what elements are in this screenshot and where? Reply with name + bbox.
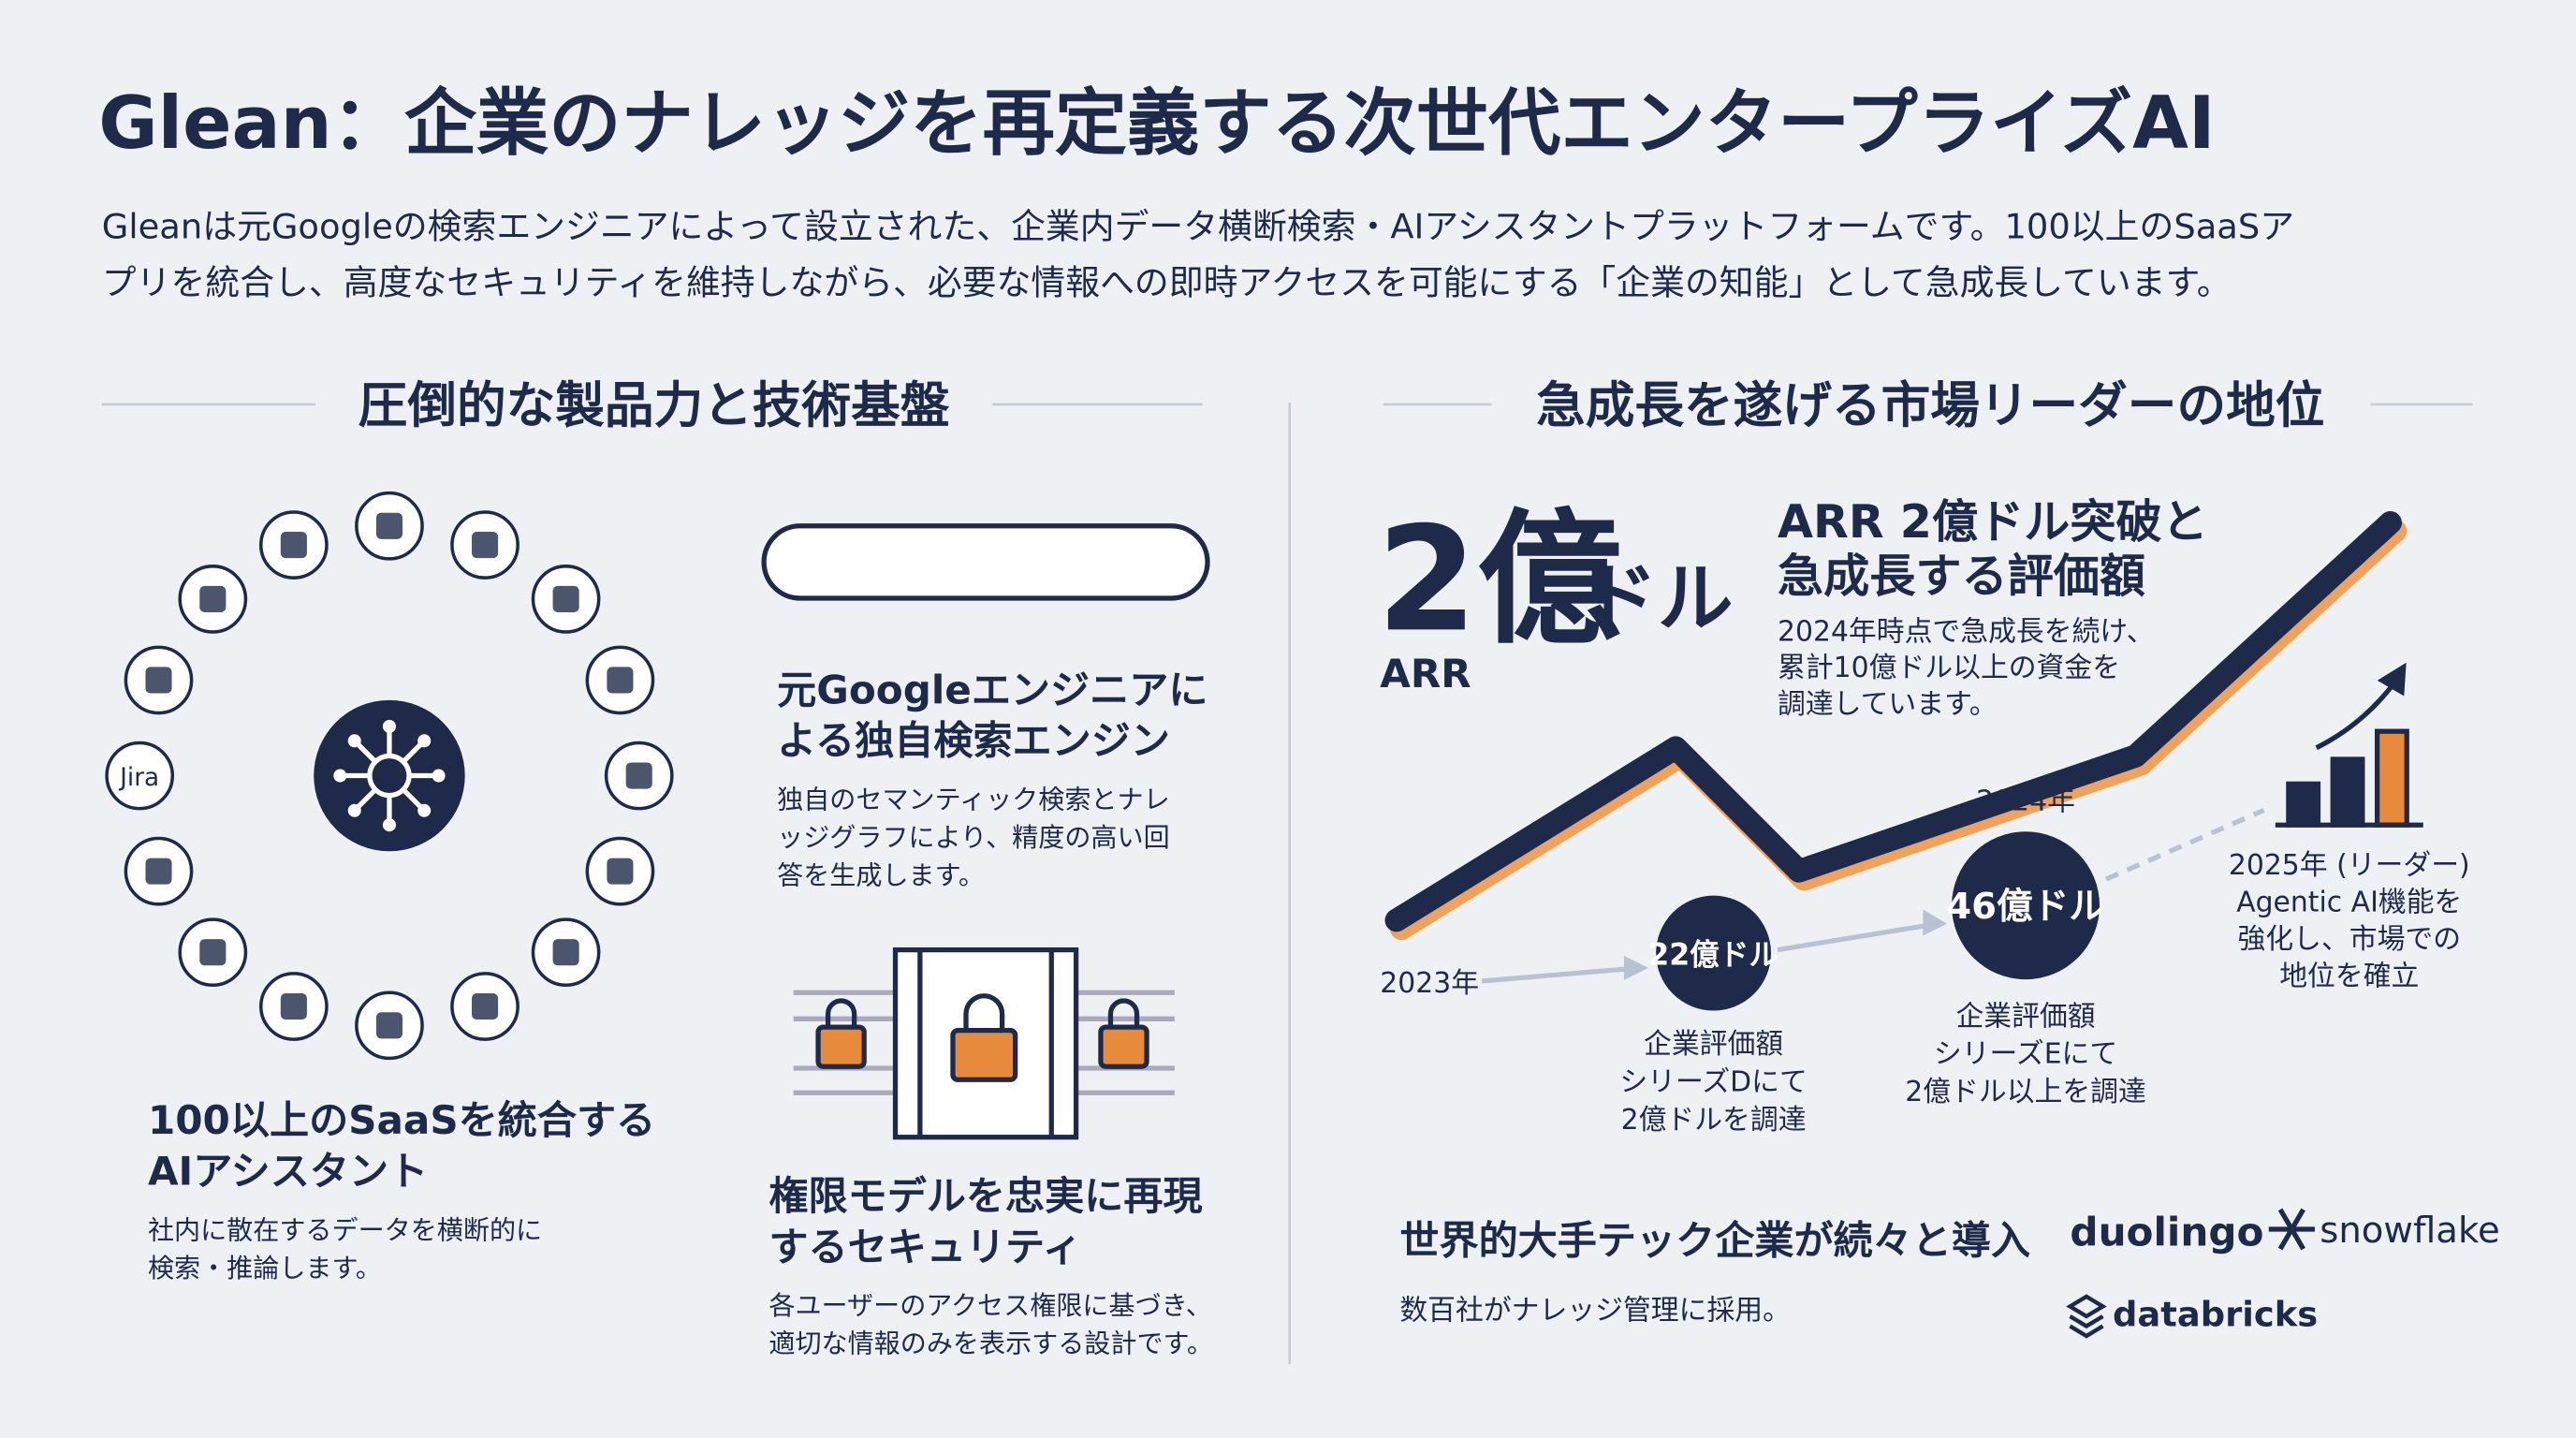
timeline-desc: シリーズDにて <box>1619 1066 1807 1099</box>
hub-dot <box>347 803 361 817</box>
growth-line <box>1384 510 2408 941</box>
hub-spoke <box>356 742 377 764</box>
hub-dot <box>382 818 396 832</box>
app-glyph <box>472 992 499 1020</box>
timeline-desc: 強化し、市場での <box>2237 923 2461 956</box>
headline-desc: 調達しています。 <box>1778 688 1998 721</box>
hub-spoke <box>401 742 423 764</box>
feature-desc: ッジグラフにより、精度の高い回 <box>777 822 1170 853</box>
hub-spoke <box>401 787 423 809</box>
feature-title: AIアシスタント <box>148 1149 428 1195</box>
feature-desc: 社内に散在するデータを横断的に <box>148 1214 542 1245</box>
app-glyph <box>552 939 579 966</box>
app-glyph <box>375 512 402 539</box>
feature-desc: 適切な情報のみを表示する設計です。 <box>768 1328 1213 1359</box>
app-glyph <box>280 992 307 1020</box>
bar-icon <box>2275 662 2423 828</box>
timeline-desc: 2億ドル以上を調達 <box>1905 1076 2146 1108</box>
feature-title: 元Googleエンジニアに <box>777 667 1208 712</box>
adoption-title: 世界的大手テック企業が続々と導入 <box>1399 1217 2030 1263</box>
app-glyph <box>607 858 634 885</box>
app-icon <box>105 741 175 811</box>
timeline-desc: 2025年 (リーダー) <box>2229 849 2470 882</box>
valuation-circle <box>1952 831 2100 980</box>
app-glyph <box>280 532 307 559</box>
timeline-desc: 2億ドルを調達 <box>1621 1104 1807 1137</box>
valuation: 46億ドル <box>1946 886 2105 928</box>
feature-desc: 各ユーザーのアクセス権限に基づき、 <box>768 1290 1211 1321</box>
title: Glean：企業のナレッジを再定義する次世代エンタープライズAI <box>98 81 2215 166</box>
timeline-desc: 企業評価額 <box>1955 1000 2095 1033</box>
app-glyph <box>375 1012 402 1039</box>
app-glyph <box>625 762 652 789</box>
intro: Gleanは元Googleの検索エンジニアによって設立された、企業内データ横断検… <box>102 207 2294 247</box>
lock-illustration <box>793 946 1175 1140</box>
app-glyph <box>199 939 227 966</box>
headline-desc: 累計10億ドル以上の資金を <box>1778 652 2120 684</box>
section-heading: 圧倒的な製品力と技術基盤 <box>359 377 950 434</box>
feature-title: よる独自検索エンジン <box>777 718 1170 764</box>
app-glyph <box>607 667 634 694</box>
icon-ring: Jira <box>105 491 674 1061</box>
logo: databricks <box>2113 1295 2318 1335</box>
timeline-desc: 企業評価額 <box>1644 1028 1783 1061</box>
hub-dot <box>382 719 396 733</box>
timeline-desc: 地位を確立 <box>2279 960 2419 992</box>
feature-desc: 答を生成します。 <box>777 859 985 890</box>
decor <box>101 403 2473 1364</box>
feature-desc: 検索・推論します。 <box>148 1253 382 1284</box>
app-glyph <box>552 585 579 612</box>
headline: 急成長する評価額 <box>1778 549 2145 603</box>
databricks-icon <box>2066 1294 2107 1339</box>
logo: snowflake <box>2320 1210 2500 1252</box>
app-glyph <box>199 585 227 612</box>
headline: ARR 2億ドル突破と <box>1778 494 2208 549</box>
timeline-desc: シリーズEにて <box>1934 1038 2117 1071</box>
app-glyph <box>145 667 172 694</box>
feature-title: するセキュリティ <box>768 1224 1081 1269</box>
headline-desc: 2024年時点で急成長を続け、 <box>1778 616 2155 649</box>
app-glyph <box>472 532 499 559</box>
logo: duolingo <box>2070 1210 2263 1255</box>
hub-dot <box>417 734 432 748</box>
valuation-circle <box>1656 895 1771 1011</box>
timeline-arrows <box>1481 807 2265 984</box>
arr-label: ARR <box>1380 651 1471 697</box>
valuation: 22億ドル <box>1648 938 1778 972</box>
app-label: Jira <box>118 764 159 792</box>
app-glyph <box>145 858 172 885</box>
section-heading: 急成長を遂げる市場リーダーの地位 <box>1536 377 2324 434</box>
feature-desc: 独自のセマンティック検索とナレ <box>777 785 1170 815</box>
feature-title: 権限モデルを忠実に再現 <box>768 1173 1202 1219</box>
adoption-desc: 数百社がナレッジ管理に採用。 <box>1399 1294 1791 1327</box>
feature-title: 100以上のSaaSを統合する <box>148 1097 655 1143</box>
timeline-year: 2023年 <box>1380 967 1479 1000</box>
hub-dot <box>417 803 432 817</box>
hub-dot <box>333 769 347 783</box>
hub-dot <box>432 769 446 783</box>
hub-dot <box>347 734 361 748</box>
hub-spoke <box>356 787 377 809</box>
arr-unit: ドル <box>1582 555 1733 643</box>
snowflake-icon <box>2268 1208 2315 1251</box>
timeline-year: 2024年 <box>1976 785 2075 817</box>
intro: プリを統合し、高度なセキュリティを維持しながら、必要な情報への即時アクセスを可能… <box>102 262 2232 302</box>
search-bar <box>761 523 1210 601</box>
arr-value: 2億 <box>1377 496 1622 664</box>
timeline-desc: Agentic AI機能を <box>2236 886 2462 918</box>
